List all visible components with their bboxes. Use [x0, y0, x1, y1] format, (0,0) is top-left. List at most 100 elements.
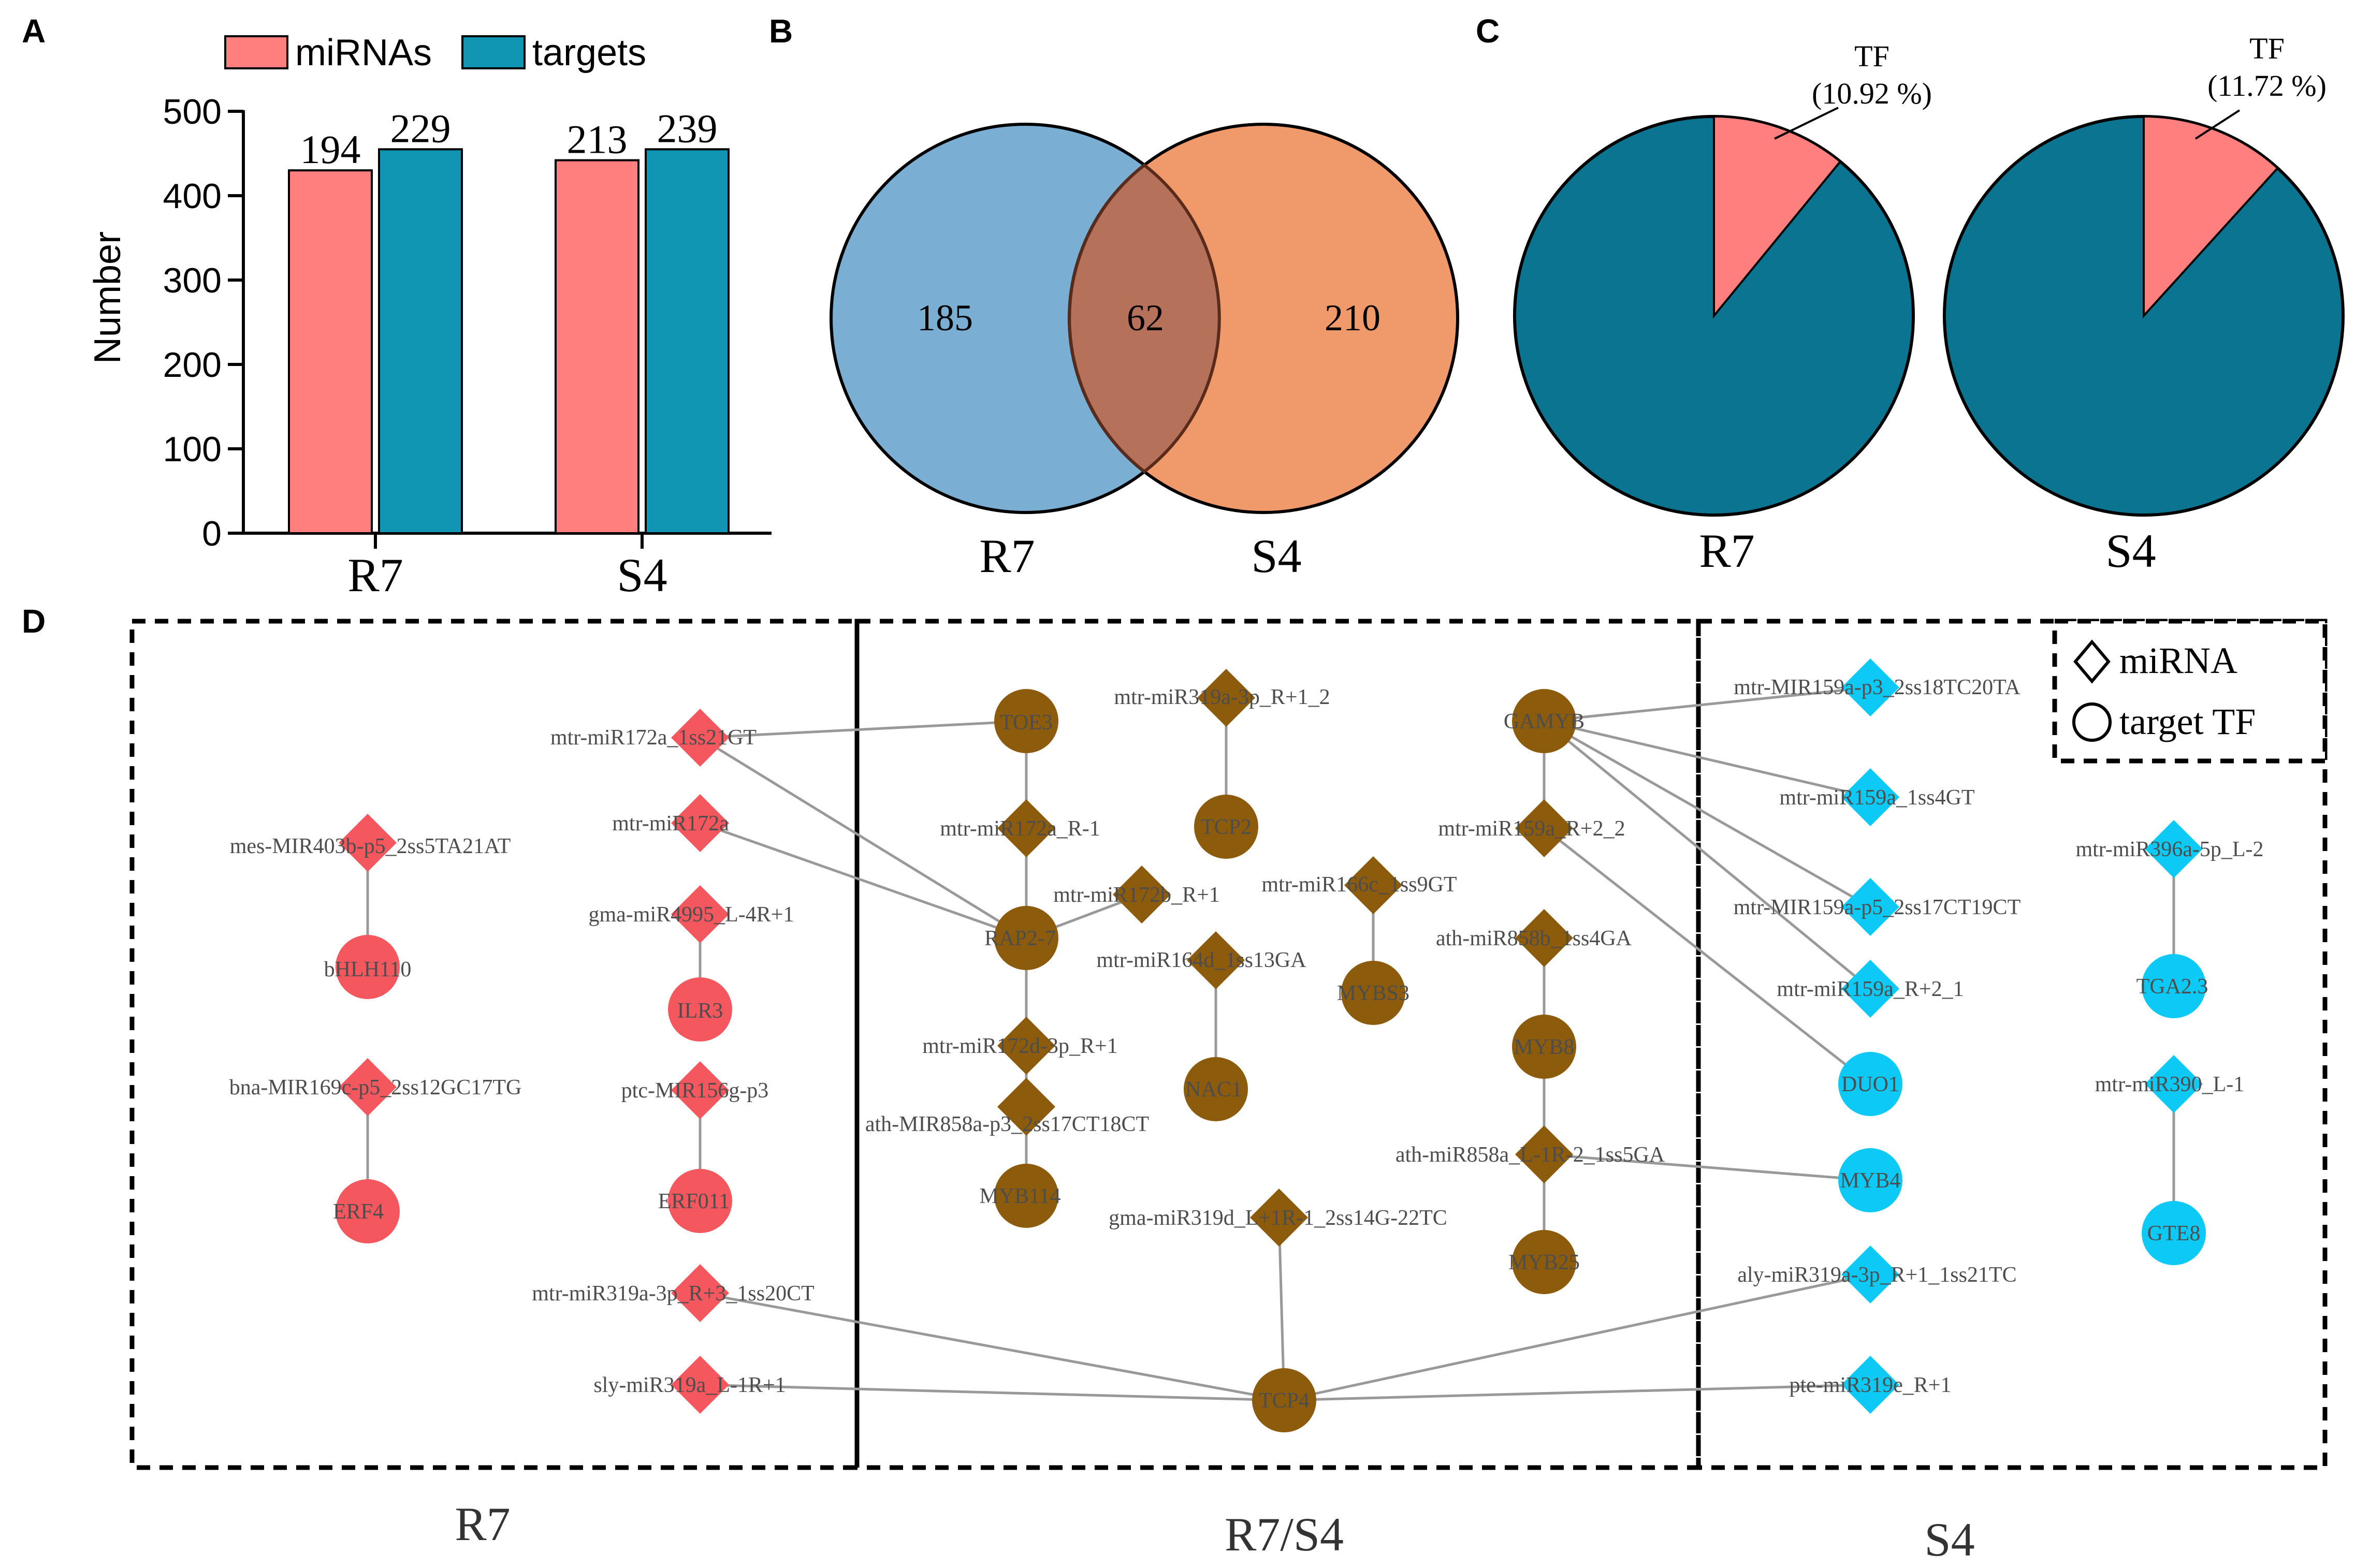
- y-axis-label: Number: [87, 231, 128, 364]
- mirna-node-r7_m1: [339, 814, 397, 872]
- node-label-r7_m4: mtr-miR172a: [612, 812, 729, 836]
- mirna-node-r7_m3: [671, 709, 729, 767]
- node-label-sh_t8: GAMYB: [1504, 710, 1584, 734]
- edge-sh_t8-s4_m3: [1543, 720, 1871, 908]
- mirna-node-sh_m8: [1250, 1189, 1308, 1247]
- edge-sh_m11-s4_t2: [1544, 1153, 1871, 1182]
- node-label-sh_t9: MYB8: [1514, 1035, 1575, 1059]
- node-label-s4_t4: GTE8: [2147, 1222, 2201, 1245]
- target-node-r7_t1: [336, 935, 400, 999]
- y-tick-label: 500: [163, 92, 222, 131]
- mirna-node-s4_m1: [1841, 658, 1899, 716]
- mirna-node-s4_m3: [1841, 878, 1899, 936]
- bar-value-label: 194: [300, 127, 361, 172]
- network-legend: miRNA target TF: [2052, 619, 2328, 764]
- mirna-node-sh_m5: [1197, 669, 1255, 727]
- node-label-s4_m4: mtr-miR159a_R+2_1: [1777, 977, 1964, 1001]
- network-panel: D mes-MIR403b-p5_2ss5TA21AT bHLH110 bna-MI…: [22, 603, 2328, 1566]
- node-label-sh_m10: ath-miR858b_1ss4GA: [1436, 927, 1632, 950]
- mirna-node-sh_m7: [1344, 856, 1402, 914]
- bar-axes: 0 100 200 300 400 500 R7 S4: [163, 92, 772, 602]
- mirna-node-sh_m4: [997, 1078, 1055, 1136]
- node-label-sh_t4: TCP2: [1201, 815, 1252, 839]
- node-label-r7_m6: ptc-MIR156g-p3: [621, 1079, 769, 1103]
- mirna-node-s4_m5: [1841, 1245, 1899, 1303]
- mirna-node-r7_m4: [671, 794, 729, 852]
- group-label-s4: S4: [1924, 1513, 1974, 1566]
- panel-letter-b: B: [769, 12, 793, 50]
- node-label-s4_m5: aly-miR319a-3p_R+1_1ss21TC: [1737, 1263, 2016, 1287]
- mirna-node-r7_m6: [671, 1061, 729, 1119]
- legend-swatch-targets: [461, 35, 526, 69]
- bar-targets-r7: [378, 148, 463, 535]
- bar-chart-panel: A miRNAs targets Number 0 100 200 300 400 500…: [22, 12, 772, 602]
- mirna-node-r7_m5: [671, 885, 729, 943]
- panel-letter-d: D: [22, 603, 46, 640]
- edge-sh_t8-s4_m4: [1543, 720, 1871, 990]
- bar-marks: 194 229 213 239: [288, 106, 730, 535]
- node-label-sh_m1: mtr-miR172a_R-1: [940, 817, 1100, 841]
- node-label-sh_m9: mtr-miR159a_R+2_2: [1438, 817, 1625, 841]
- node-label-s4_m6: pte-miR319e_R+1: [1790, 1373, 1952, 1397]
- venn-panel: B 185 62 210 R7 S4: [769, 12, 1459, 582]
- mirna-node-sh_m2: [1113, 866, 1171, 924]
- mirna-node-s4_m8: [2145, 1055, 2203, 1113]
- venn-value-left: 185: [917, 297, 973, 339]
- y-tick-label: 300: [163, 261, 222, 300]
- node-label-sh_m2: mtr-miR172b_R+1: [1053, 883, 1220, 907]
- target-node-r7_t4: [668, 1169, 732, 1233]
- node-label-s4_t3: TGA2.3: [2136, 975, 2208, 999]
- node-label-s4_m2: mtr-miR159a_1ss4GT: [1779, 786, 1974, 810]
- node-label-sh_t5: NAC1: [1185, 1078, 1242, 1102]
- node-label-r7_m8: sly-miR319a_L-1R+1: [593, 1373, 786, 1397]
- target-node-sh_t8: [1512, 689, 1576, 753]
- pie-category-s4: S4: [2105, 524, 2156, 577]
- node-label-s4_m7: mtr-miR396a-5p_L-2: [2075, 838, 2263, 861]
- target-node-r7_t2: [336, 1179, 400, 1243]
- group-label-shared: R7/S4: [1225, 1508, 1344, 1561]
- mirna-node-sh_m10: [1515, 909, 1573, 967]
- pie-leader-r7: [1774, 107, 1839, 140]
- target-node-sh_t1: [994, 689, 1058, 753]
- node-label-r7_t1: bHLH110: [324, 958, 412, 981]
- node-label-sh_t10: MYB25: [1508, 1251, 1580, 1274]
- mirna-node-sh_m6: [1187, 931, 1245, 989]
- bar-value-label: 229: [390, 106, 451, 151]
- target-node-sh_t10: [1512, 1230, 1576, 1294]
- panel-letter-c: C: [1476, 12, 1500, 50]
- pie-charts: [1513, 115, 2345, 517]
- network-nodes: [336, 658, 2206, 1432]
- bar-targets-s4: [645, 148, 730, 535]
- legend-label-targets: targets: [532, 32, 646, 74]
- y-tick-label: 100: [163, 430, 222, 469]
- pie-slice-tf-r7: [1713, 115, 1842, 319]
- edge-s4_m5-sh_t7: [1284, 1273, 1871, 1402]
- mirna-node-sh_m11: [1515, 1125, 1573, 1183]
- node-label-s4_m3: mtr-MIR159a-p5_2ss17CT19CT: [1734, 896, 2020, 919]
- target-node-sh_t5: [1184, 1057, 1248, 1121]
- target-node-r7_t3: [668, 977, 732, 1042]
- target-node-s4_t1: [1838, 1052, 1902, 1116]
- legend-circle-icon: [2072, 702, 2112, 742]
- edge-s4_m6-sh_t7: [1284, 1383, 1871, 1402]
- node-label-r7_t3: ILR3: [677, 999, 723, 1023]
- pie-panel: C TF (10.92 %) TF (11.72 %) R7 S4: [1476, 12, 2345, 577]
- y-tick-label: 200: [163, 345, 222, 385]
- node-label-sh_t3: MYB114: [979, 1184, 1060, 1208]
- pie-category-r7: R7: [1699, 524, 1754, 577]
- node-label-sh_m11: ath-miR858a_L-1R-2_1ss5GA: [1395, 1143, 1665, 1167]
- target-node-sh_t2: [994, 906, 1058, 970]
- y-tick-label: 400: [163, 177, 222, 216]
- pie-tf-label-r7: TF: [1854, 39, 1889, 73]
- node-label-sh_m3: mtr-miR172d-3p_R+1: [922, 1034, 1118, 1058]
- group-label-r7: R7: [455, 1498, 510, 1550]
- node-label-sh_t1: TOE3: [1000, 711, 1053, 735]
- node-label-s4_m1: mtr-MIR159a-p3_2ss18TC20TA: [1734, 676, 2020, 699]
- node-label-sh_m4: ath-MIR858a-p3_2ss17CT18CT: [865, 1112, 1149, 1136]
- pie-slice-tf-s4: [2143, 115, 2279, 319]
- x-tick-label: S4: [617, 549, 667, 602]
- edge-r7_m8-sh_t7: [700, 1383, 1285, 1402]
- mirna-node-r7_m7: [671, 1264, 729, 1322]
- target-node-sh_t6: [1341, 961, 1405, 1025]
- node-label-sh_m7: mtr-miR166c_1ss9GT: [1261, 873, 1457, 897]
